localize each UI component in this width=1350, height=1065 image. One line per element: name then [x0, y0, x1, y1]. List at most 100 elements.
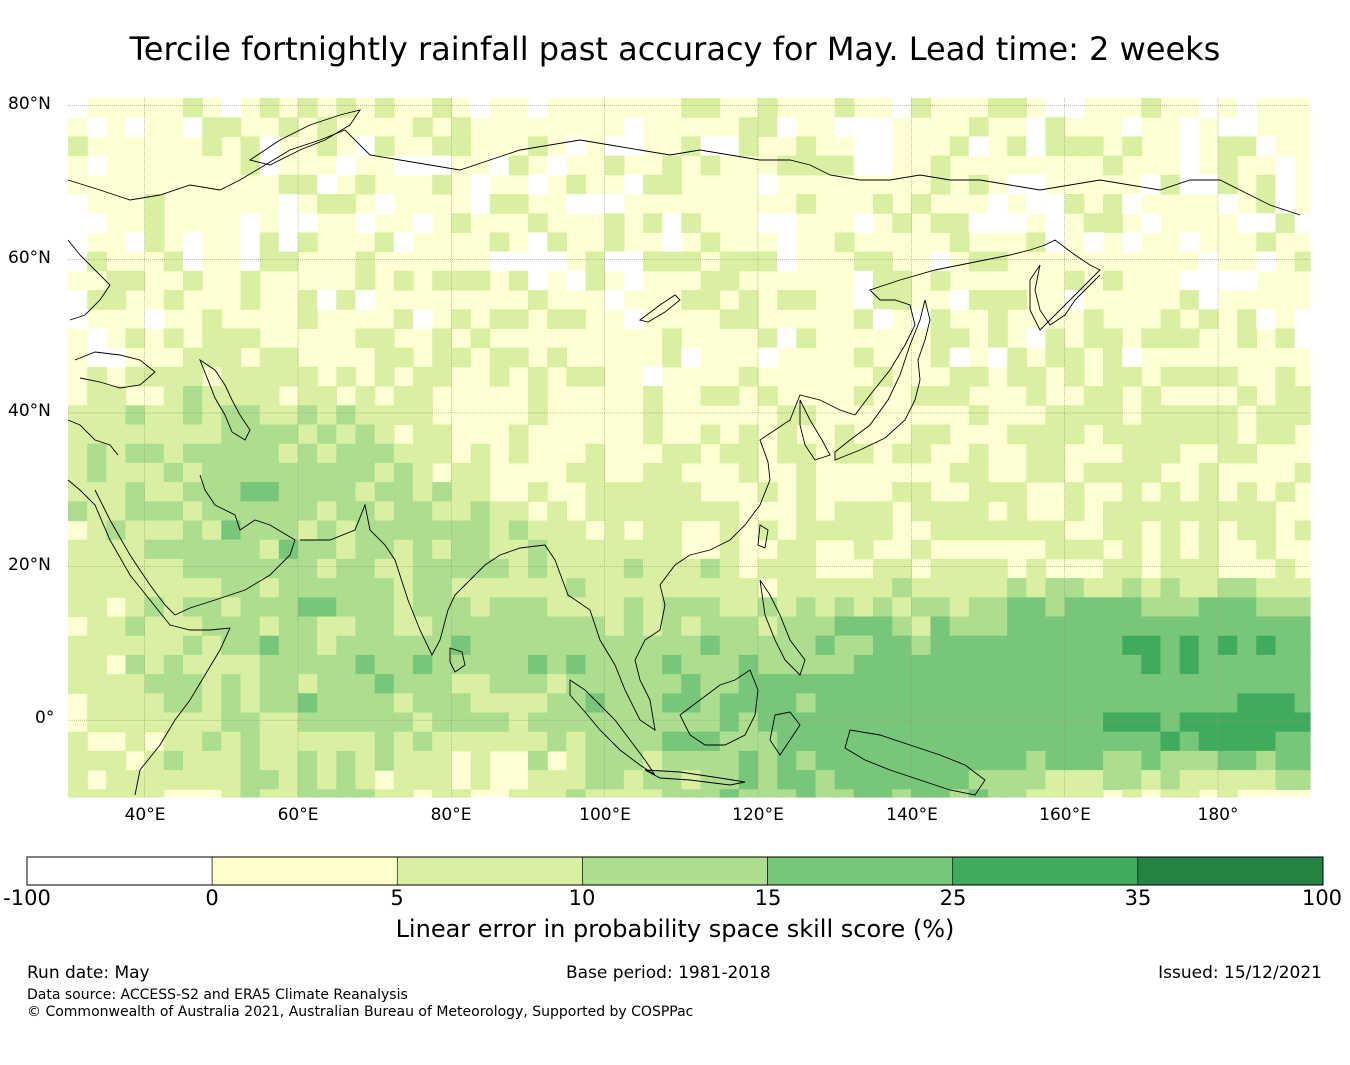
skill-cell [336, 635, 357, 656]
skill-cell [1045, 750, 1066, 771]
skill-cell [623, 597, 644, 618]
skill-cell [508, 578, 529, 598]
skill-cell [451, 117, 472, 137]
skill-cell [259, 539, 280, 560]
skill-cell [1064, 501, 1085, 522]
skill-cell [796, 501, 817, 522]
skill-cell [796, 770, 817, 790]
skill-cell [1294, 635, 1311, 656]
skill-cell [393, 654, 414, 675]
skill-cell [106, 558, 127, 579]
skill-cell [681, 347, 702, 368]
skill-cell [1275, 597, 1296, 618]
skill-cell [1160, 520, 1181, 541]
skill-cell [1064, 482, 1085, 502]
skill-cell [1256, 520, 1277, 541]
skill-cell [1198, 462, 1219, 483]
skill-cell [336, 539, 357, 560]
skill-cell [1083, 654, 1104, 675]
skill-cell [1179, 578, 1200, 598]
skill-cell [1141, 770, 1162, 790]
skill-cell [221, 98, 242, 118]
skill-cell [125, 328, 146, 349]
skill-cell [930, 174, 951, 195]
skill-cell [432, 98, 452, 118]
skill-cell [470, 462, 491, 483]
skill-cell [298, 731, 318, 752]
skill-cell [604, 712, 625, 733]
skill-cell [815, 750, 836, 771]
skill-cell [202, 328, 222, 349]
skill-cell [681, 213, 702, 233]
skill-cell [758, 674, 778, 694]
skill-cell [393, 693, 414, 714]
skill-cell [1179, 789, 1200, 798]
skill-cell [853, 117, 874, 137]
colorbar-tick: 35 [1124, 886, 1152, 910]
skill-cell [451, 270, 472, 291]
skill-cell [163, 578, 184, 598]
skill-cell [1198, 712, 1219, 733]
skill-cell [604, 136, 625, 157]
skill-cell [374, 578, 395, 598]
skill-cell [183, 731, 203, 752]
skill-cell [547, 731, 567, 752]
skill-cell [68, 578, 88, 598]
skill-cell [1103, 770, 1123, 790]
skill-cell [278, 770, 299, 790]
skill-cell [1237, 136, 1257, 157]
skill-cell [183, 520, 203, 541]
skill-cell [1179, 424, 1200, 445]
skill-cell [719, 270, 740, 291]
skill-cell [317, 789, 337, 798]
lat-label-80n: 80°N [8, 94, 51, 114]
lon-label-180: 180° [1197, 805, 1239, 825]
skill-cell [911, 443, 932, 464]
skill-cell [106, 539, 127, 560]
skill-cell [1122, 712, 1142, 733]
skill-cell [144, 405, 165, 426]
skill-cell [489, 731, 510, 752]
skill-cell [815, 770, 836, 790]
skill-cell [988, 616, 1008, 637]
skill-cell [853, 155, 874, 176]
skill-cell [911, 750, 932, 771]
skill-cell [1141, 635, 1162, 656]
skill-cell [1256, 405, 1277, 426]
skill-cell [374, 328, 395, 349]
skill-cell [68, 654, 88, 675]
skill-cell [1103, 558, 1123, 579]
skill-cell [1122, 136, 1142, 157]
skill-cell [1064, 616, 1085, 637]
skill-cell [700, 693, 721, 714]
skill-cell [853, 789, 874, 798]
skill-cell [930, 731, 951, 752]
coast-india [300, 503, 591, 656]
skill-cell [1218, 155, 1238, 176]
skill-cell [87, 597, 107, 618]
skill-cell [1083, 328, 1104, 349]
skill-cell [1141, 731, 1162, 752]
skill-cell [489, 366, 510, 387]
skill-cell [738, 693, 759, 714]
skill-cell [1103, 750, 1123, 771]
skill-cell [1179, 770, 1200, 790]
skill-cell [1045, 789, 1066, 798]
skill-cell [508, 693, 529, 714]
skill-cell [1256, 194, 1277, 214]
skill-cell [125, 482, 146, 502]
skill-cell [662, 770, 682, 790]
skill-cell [547, 789, 567, 798]
colorbar-segment [767, 856, 954, 886]
skill-cell [317, 712, 337, 733]
skill-cell [796, 462, 817, 483]
skill-cell [470, 674, 491, 694]
skill-cell [374, 424, 395, 445]
lon-label-140e: 140°E [886, 805, 938, 825]
skill-cell [566, 462, 587, 483]
skill-cell [1179, 674, 1200, 694]
skill-cell [317, 654, 337, 675]
skill-cell [911, 424, 932, 445]
skill-cell [432, 693, 452, 714]
